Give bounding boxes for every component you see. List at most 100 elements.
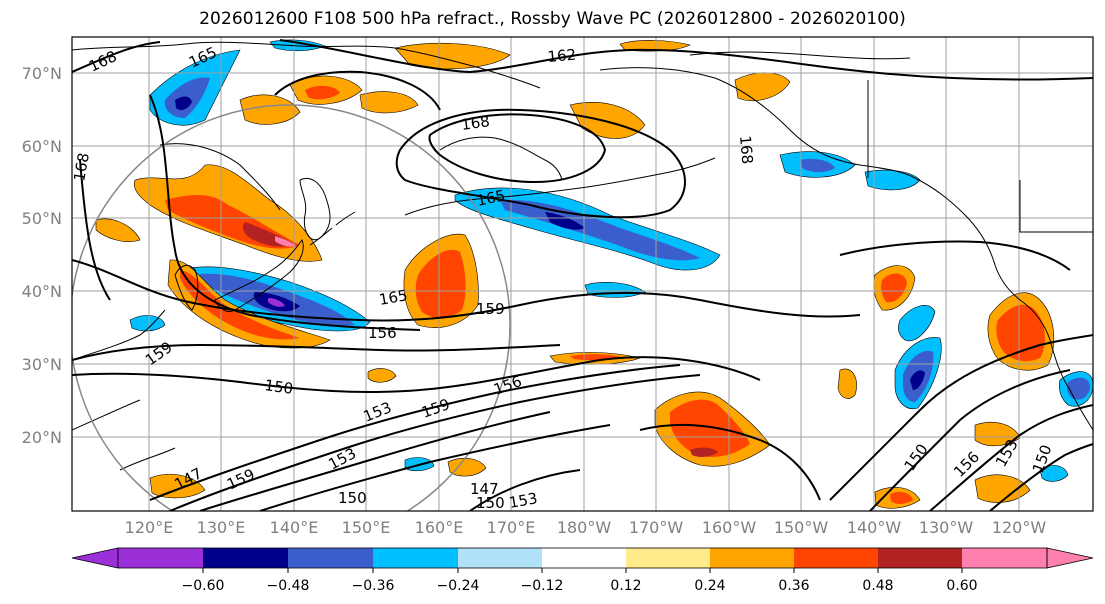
colorbar-tick-label: 0.36 xyxy=(778,578,809,594)
contour-mid-2 xyxy=(72,343,561,361)
shade-pos-small-1 xyxy=(367,368,397,383)
shade-pos-se-1 xyxy=(974,421,1021,447)
colorbar-segment xyxy=(962,548,1047,568)
shade-neg-japan-purple xyxy=(268,298,285,307)
contour-jet-1 xyxy=(149,364,681,501)
coast-asia-north xyxy=(72,41,541,89)
shade-pos-hawaii-inner xyxy=(670,399,750,457)
colorbar-segment xyxy=(203,548,288,568)
lat-label: 70°N xyxy=(22,64,62,83)
lon-label: 150°W xyxy=(774,518,829,537)
colorbar-segment xyxy=(710,548,794,568)
colorbar-segment xyxy=(878,548,962,568)
graticule xyxy=(72,37,1093,511)
contour-mid-1 xyxy=(72,259,861,322)
shade-pos-east-1-core xyxy=(881,273,907,303)
colorbar-segment xyxy=(542,548,626,568)
colorbar-tick-label: 0.24 xyxy=(694,578,725,594)
colorbar-extend-right xyxy=(1046,547,1094,569)
colorbar-segment xyxy=(373,548,458,568)
colorbar-tick-label: −0.24 xyxy=(437,578,480,594)
shade-pos-central-inner xyxy=(415,249,466,318)
contour-label: 168 xyxy=(70,151,93,182)
contour-150 xyxy=(72,356,761,393)
contour-label: 168 xyxy=(736,135,756,165)
colorbar-tick-label: −0.12 xyxy=(521,578,564,594)
lon-label: 130°W xyxy=(919,518,974,537)
colorbar-tick-label: 0.12 xyxy=(610,578,641,594)
coast-aleutians xyxy=(404,157,716,216)
contour-jet-3 xyxy=(199,411,551,511)
shade-neg-alaska-2 xyxy=(864,169,921,191)
contour-label: 165 xyxy=(475,186,507,210)
shade-pos-northeast xyxy=(734,72,791,102)
contour-ridge xyxy=(274,70,441,111)
shade-neg-siberia-core xyxy=(175,96,192,110)
colorbar-tick-label: −0.48 xyxy=(267,578,310,594)
lon-label: 160°E xyxy=(415,518,464,537)
shade-pos-north-5 xyxy=(619,40,691,52)
shade-neg-pacific-core xyxy=(545,212,585,230)
contour-label: 162 xyxy=(547,46,577,66)
lon-label: 120°E xyxy=(125,518,174,537)
contour-hawaii xyxy=(639,423,821,501)
lon-label: 170°W xyxy=(629,518,684,537)
shade-pos-west xyxy=(95,218,141,242)
coast-canada xyxy=(994,264,1071,391)
coast-alaska xyxy=(599,67,996,266)
colorbar-segment xyxy=(458,548,542,568)
contour-east-4 xyxy=(929,404,1093,511)
coast-china xyxy=(72,309,176,471)
contour-south-1 xyxy=(469,469,581,511)
border-canada-us xyxy=(867,80,1093,233)
lon-label: 170°E xyxy=(487,518,536,537)
region-circle xyxy=(72,104,511,511)
map-title: 2026012600 F108 500 hPa refract., Rossby… xyxy=(199,9,906,29)
contour-label: 150 xyxy=(263,376,294,398)
contour-label: 150 xyxy=(338,489,367,507)
contour-168-ring xyxy=(428,113,607,184)
contour-label: 156 xyxy=(368,324,397,342)
lon-label: 130°E xyxy=(197,518,246,537)
coast-bering xyxy=(439,136,563,181)
lon-label: 180°W xyxy=(557,518,612,537)
contour-jet-2 xyxy=(169,374,701,511)
shade-pos-hawaii-core xyxy=(690,447,718,457)
lat-label: 40°N xyxy=(22,282,62,301)
colorbar-tick-label: 0.60 xyxy=(946,578,977,594)
shade-neg-mexico-inner xyxy=(1067,377,1090,400)
shade-pos-se-3-core xyxy=(890,492,913,504)
longitude-labels: 120°E 130°E 140°E 150°E 160°E 170°E 180°… xyxy=(125,518,1047,537)
shade-pos-north-3 xyxy=(359,91,419,114)
contours xyxy=(72,39,1093,511)
contour-east-2 xyxy=(829,334,1093,501)
latitude-labels: 70°N 60°N 50°N 40°N 30°N 20°N xyxy=(22,64,62,447)
colorbar-tick-label: 0.48 xyxy=(862,578,893,594)
shade-pos-south-1 xyxy=(447,457,487,477)
shade-pos-okhotsk-pink xyxy=(275,236,296,247)
colorbar-ticks xyxy=(202,568,963,573)
shade-pos-north-2-core xyxy=(305,85,340,100)
contour-label: 153 xyxy=(508,489,539,512)
contour-east-3 xyxy=(869,369,1071,511)
shade-neg-north-6 xyxy=(269,39,326,52)
contour-east-1 xyxy=(839,240,1071,271)
colorbar-frame xyxy=(117,547,1048,569)
lat-label: 50°N xyxy=(22,209,62,228)
contour-jet-4 xyxy=(259,424,611,511)
contour-upper-west xyxy=(79,94,421,331)
shade-pos-east-4 xyxy=(837,368,857,399)
map-frame xyxy=(71,36,1094,512)
contour-label: 159 xyxy=(476,300,505,318)
shade-neg-alaska-1-core xyxy=(800,158,835,173)
shade-pos-se-2 xyxy=(974,474,1031,503)
contour-label: 150 xyxy=(476,494,505,512)
lon-label: 140°W xyxy=(847,518,902,537)
lat-label: 30°N xyxy=(22,355,62,374)
colorbar-tick-label: −0.60 xyxy=(182,578,225,594)
shade-neg-se-4 xyxy=(1039,465,1069,482)
colorbar-segment xyxy=(794,548,878,568)
contour-label: 165 xyxy=(378,286,409,309)
contour-165-ring xyxy=(395,108,686,219)
